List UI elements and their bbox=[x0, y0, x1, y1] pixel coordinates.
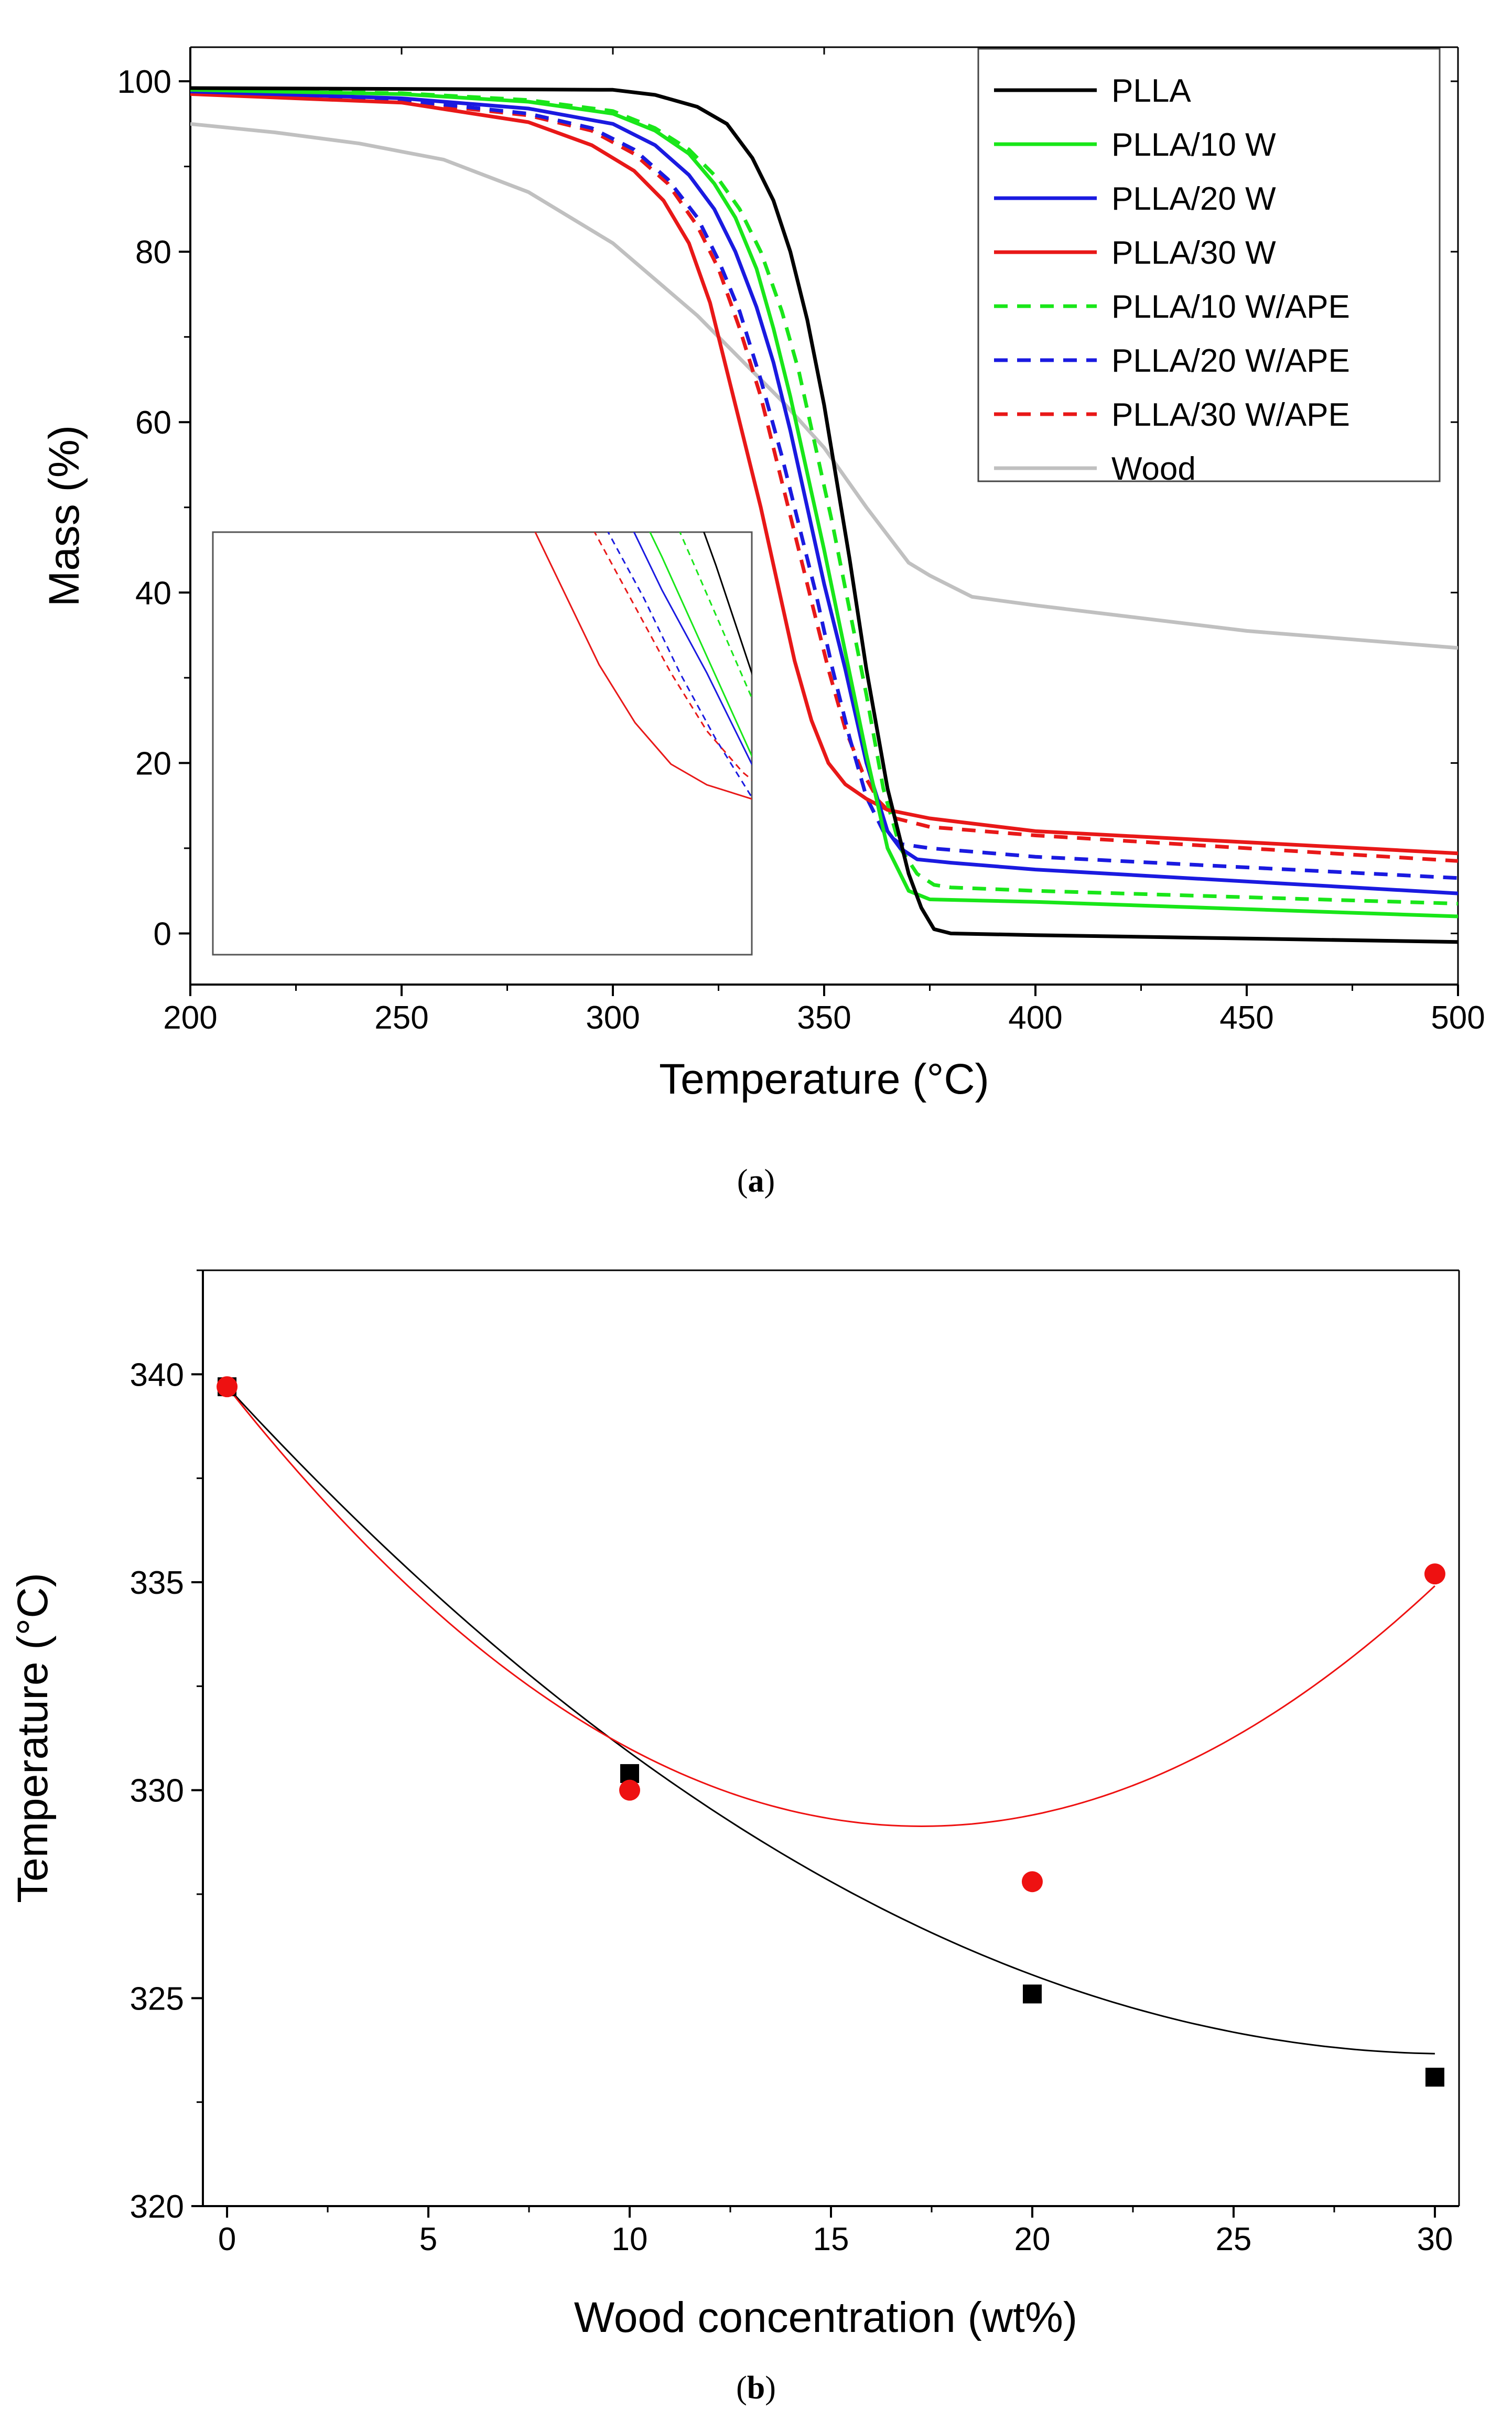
legend-label-wood: Wood bbox=[1111, 451, 1196, 487]
x-tick-label: 500 bbox=[1431, 1000, 1485, 1036]
y-axis-label: Temperature (°C) bbox=[9, 1573, 57, 1903]
y-tick-label: 80 bbox=[135, 234, 171, 271]
legend-label-plla-30-w-ape: PLLA/30 W/APE bbox=[1111, 397, 1350, 433]
y-tick-label: 320 bbox=[130, 2189, 184, 2225]
panel-b-data-points bbox=[217, 1376, 1445, 2087]
y-tick-label: 20 bbox=[135, 746, 171, 782]
y-tick-label: 330 bbox=[130, 1773, 184, 1809]
series-line-plla-20-w bbox=[190, 90, 1458, 895]
x-tick-label: 450 bbox=[1219, 1000, 1273, 1036]
panel-b-fit-curves bbox=[226, 1386, 1435, 2055]
y-tick-label: 40 bbox=[135, 575, 171, 611]
y-tick-label: 60 bbox=[135, 405, 171, 441]
legend-label-plla-30-w: PLLA/30 W bbox=[1111, 235, 1276, 271]
panel-a-inset bbox=[212, 531, 753, 956]
circle-point bbox=[619, 1779, 641, 1801]
x-tick-label: 15 bbox=[813, 2221, 849, 2257]
square-point bbox=[1425, 2068, 1444, 2087]
y-tick-label: 325 bbox=[130, 1981, 184, 2017]
panel-b: 0 5 10 15 20 25 30 320 325 330 335 340 Wood concen… bbox=[9, 1269, 1460, 2406]
x-tick-label: 300 bbox=[586, 1000, 640, 1036]
x-tick-label: 250 bbox=[374, 1000, 428, 1036]
panel-b-axis-frame bbox=[202, 1269, 1460, 2207]
panel-a-y-tick-labels: 0 20 40 60 80 100 bbox=[117, 64, 171, 952]
x-tick-label: 10 bbox=[612, 2221, 648, 2257]
panel-a-series bbox=[190, 86, 1458, 944]
series-line-plla-10-w-ape bbox=[190, 88, 1458, 906]
x-tick-label: 0 bbox=[218, 2221, 236, 2257]
legend-label-plla: PLLA bbox=[1111, 73, 1191, 109]
legend-label-plla-10-w: PLLA/10 W bbox=[1111, 127, 1276, 163]
x-tick-label: 5 bbox=[419, 2221, 437, 2257]
series-line-plla-10-w bbox=[190, 88, 1458, 919]
legend-label-plla-10-w-ape: PLLA/10 W/APE bbox=[1111, 289, 1350, 325]
x-tick-label: 350 bbox=[797, 1000, 851, 1036]
circle-point bbox=[217, 1376, 238, 1398]
y-axis-label: Mass (%) bbox=[40, 425, 88, 607]
x-tick-label: 400 bbox=[1008, 1000, 1062, 1036]
panel-b-y-tick-labels: 320 325 330 335 340 bbox=[130, 1357, 184, 2225]
circle-point bbox=[1424, 1563, 1445, 1585]
series-line-plla-30-w-ape bbox=[190, 91, 1458, 863]
y-tick-label: 340 bbox=[130, 1357, 184, 1393]
y-tick-label: 335 bbox=[130, 1565, 184, 1601]
x-tick-label: 30 bbox=[1417, 2221, 1453, 2257]
y-tick-label: 0 bbox=[154, 916, 171, 952]
x-tick-label: 20 bbox=[1014, 2221, 1050, 2257]
square-point bbox=[1022, 1984, 1042, 2004]
legend: PLLA PLLA/10 W PLLA/20 W PLLA/30 W PLLA/10 W… bbox=[977, 48, 1441, 487]
legend-label-plla-20-w-ape: PLLA/20 W/APE bbox=[1111, 343, 1350, 379]
panel-label-a: (a) bbox=[737, 1163, 775, 1199]
x-axis-label: Temperature (°C) bbox=[659, 1055, 989, 1103]
series-line-wood bbox=[190, 122, 1458, 650]
x-axis-label: Wood concentration (wt%) bbox=[574, 2294, 1077, 2341]
panel-b-x-tick-labels: 0 5 10 15 20 25 30 bbox=[218, 2221, 1453, 2257]
fit-curve-black-fit bbox=[226, 1386, 1435, 2055]
panel-a-ticks bbox=[179, 47, 1459, 996]
panel-a-x-tick-labels: 200 250 300 350 400 450 500 bbox=[163, 1000, 1485, 1036]
panel-label-b: (b) bbox=[736, 2370, 776, 2406]
circle-point bbox=[1021, 1871, 1043, 1893]
x-tick-label: 200 bbox=[163, 1000, 217, 1036]
series-line-plla bbox=[190, 86, 1458, 944]
y-tick-label: 100 bbox=[117, 64, 171, 100]
panel-b-ticks bbox=[191, 1269, 1436, 2218]
legend-label-plla-20-w: PLLA/20 W bbox=[1111, 181, 1276, 217]
x-tick-label: 25 bbox=[1215, 2221, 1251, 2257]
fit-curve-red-fit bbox=[226, 1386, 1435, 1828]
